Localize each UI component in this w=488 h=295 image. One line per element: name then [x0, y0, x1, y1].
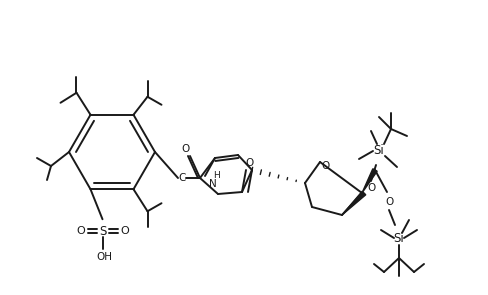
Text: C: C	[178, 173, 185, 183]
Text: OH: OH	[96, 252, 112, 262]
Text: O: O	[120, 226, 129, 236]
Text: N: N	[209, 179, 217, 189]
Text: O: O	[244, 158, 253, 168]
Text: H: H	[213, 171, 220, 181]
Text: O: O	[366, 183, 374, 193]
Text: Si: Si	[373, 145, 384, 158]
Text: O: O	[321, 161, 329, 171]
Polygon shape	[361, 169, 376, 193]
Polygon shape	[341, 191, 365, 215]
Text: O: O	[384, 197, 392, 207]
Text: O: O	[76, 226, 85, 236]
Text: S: S	[99, 225, 106, 238]
Text: Si: Si	[393, 232, 404, 245]
Text: O: O	[182, 144, 190, 154]
